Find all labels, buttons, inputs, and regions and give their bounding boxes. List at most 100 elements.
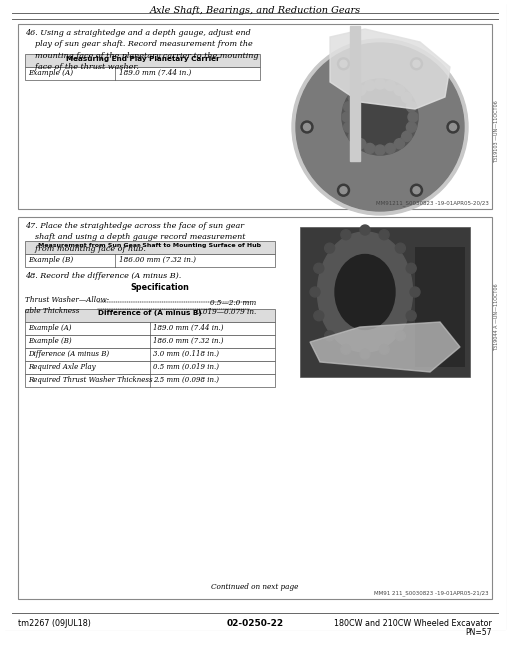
Circle shape bbox=[348, 131, 358, 141]
Text: Required Axle Play: Required Axle Play bbox=[28, 363, 96, 371]
Bar bbox=[25, 335, 274, 348]
Text: 2.5 mm (0.098 in.): 2.5 mm (0.098 in.) bbox=[153, 376, 218, 384]
Text: Thrust Washer—Allow-
able Thickness: Thrust Washer—Allow- able Thickness bbox=[25, 296, 109, 315]
Text: Example (A): Example (A) bbox=[28, 324, 71, 332]
Circle shape bbox=[384, 143, 394, 153]
Circle shape bbox=[309, 287, 319, 297]
Text: 186.00 mm (7.32 in.): 186.00 mm (7.32 in.) bbox=[119, 256, 195, 264]
Circle shape bbox=[355, 139, 365, 148]
Circle shape bbox=[359, 349, 369, 359]
Circle shape bbox=[410, 184, 421, 196]
Circle shape bbox=[401, 93, 411, 102]
Text: 189.0 mm (7.44 in.): 189.0 mm (7.44 in.) bbox=[153, 324, 223, 332]
Circle shape bbox=[313, 263, 323, 273]
Circle shape bbox=[378, 230, 388, 240]
Circle shape bbox=[324, 331, 334, 341]
Circle shape bbox=[340, 344, 350, 354]
Text: 180CW and 210CW Wheeled Excavator: 180CW and 210CW Wheeled Excavator bbox=[333, 619, 491, 628]
Circle shape bbox=[374, 79, 384, 89]
Text: Difference (A minus B): Difference (A minus B) bbox=[28, 350, 109, 358]
Text: 0.5—2.0 mm: 0.5—2.0 mm bbox=[209, 299, 256, 307]
Text: 02-0250-22: 02-0250-22 bbox=[226, 619, 283, 628]
Ellipse shape bbox=[334, 254, 394, 330]
Circle shape bbox=[342, 112, 351, 122]
Ellipse shape bbox=[317, 232, 412, 352]
Circle shape bbox=[446, 121, 458, 133]
Bar bbox=[25, 241, 274, 254]
Circle shape bbox=[337, 184, 349, 196]
Circle shape bbox=[340, 230, 350, 240]
Circle shape bbox=[406, 102, 415, 112]
Text: 0.019—0.079 in.: 0.019—0.079 in. bbox=[195, 308, 256, 316]
Text: Specification: Specification bbox=[130, 283, 189, 292]
Bar bbox=[299, 227, 469, 377]
Circle shape bbox=[401, 131, 411, 141]
Circle shape bbox=[410, 58, 421, 70]
Polygon shape bbox=[309, 322, 459, 372]
Bar bbox=[25, 348, 274, 361]
Circle shape bbox=[292, 39, 467, 215]
Bar bbox=[414, 247, 464, 367]
Circle shape bbox=[300, 121, 313, 133]
Circle shape bbox=[324, 243, 334, 253]
Circle shape bbox=[393, 139, 404, 148]
Text: Required Thrust Washer Thickness: Required Thrust Washer Thickness bbox=[28, 376, 152, 384]
Circle shape bbox=[448, 124, 456, 131]
Text: tm2267 (09JUL18): tm2267 (09JUL18) bbox=[18, 619, 91, 628]
Circle shape bbox=[295, 43, 463, 211]
Circle shape bbox=[393, 85, 404, 95]
Circle shape bbox=[394, 331, 405, 341]
Text: MM91 211_S0030823 -19-01APR05-21/23: MM91 211_S0030823 -19-01APR05-21/23 bbox=[374, 590, 488, 596]
Text: Continued on next page: Continued on next page bbox=[211, 583, 298, 591]
Text: Measurement from Sun Gear Shaft to Mounting Surface of Hub: Measurement from Sun Gear Shaft to Mount… bbox=[38, 242, 261, 248]
Bar bbox=[25, 322, 274, 335]
Circle shape bbox=[364, 81, 374, 91]
Text: 46. Using a straightedge and a depth gauge, adjust end
    play of sun gear shaf: 46. Using a straightedge and a depth gau… bbox=[25, 29, 258, 71]
Text: 186.0 mm (7.32 in.): 186.0 mm (7.32 in.) bbox=[153, 337, 223, 345]
Text: 47. Place the straightedge across the face of sun gear
    shaft and using a dep: 47. Place the straightedge across the fa… bbox=[25, 222, 245, 252]
Text: Axle Shaft, Bearings, and Reduction Gears: Axle Shaft, Bearings, and Reduction Gear… bbox=[149, 6, 360, 15]
Text: 189.0 mm (7.44 in.): 189.0 mm (7.44 in.) bbox=[119, 69, 191, 77]
Circle shape bbox=[342, 79, 417, 155]
Circle shape bbox=[351, 89, 407, 145]
Circle shape bbox=[384, 81, 394, 91]
Circle shape bbox=[355, 85, 365, 95]
Bar bbox=[18, 217, 491, 599]
Bar bbox=[25, 254, 274, 267]
Circle shape bbox=[340, 60, 346, 67]
Text: 0.5 mm (0.019 in.): 0.5 mm (0.019 in.) bbox=[153, 363, 218, 371]
Circle shape bbox=[343, 122, 353, 132]
Circle shape bbox=[313, 311, 323, 321]
Circle shape bbox=[394, 243, 405, 253]
Circle shape bbox=[374, 145, 384, 155]
Polygon shape bbox=[329, 29, 449, 109]
Text: Example (B): Example (B) bbox=[28, 256, 73, 264]
Circle shape bbox=[406, 122, 415, 132]
Circle shape bbox=[348, 93, 358, 102]
Circle shape bbox=[340, 187, 346, 194]
Circle shape bbox=[412, 187, 419, 194]
Text: Difference of (A minus B): Difference of (A minus B) bbox=[98, 311, 202, 317]
Text: 48. Record the difference (A minus B).: 48. Record the difference (A minus B). bbox=[25, 272, 181, 280]
Bar bbox=[25, 309, 274, 322]
Circle shape bbox=[337, 58, 349, 70]
Circle shape bbox=[359, 225, 369, 235]
Circle shape bbox=[364, 143, 374, 153]
Text: Measuring End Play Planetary Carrier: Measuring End Play Planetary Carrier bbox=[66, 55, 219, 62]
Bar bbox=[18, 24, 491, 209]
Text: MM91211_S0030823 -19-01APR05-20/23: MM91211_S0030823 -19-01APR05-20/23 bbox=[376, 200, 488, 206]
Circle shape bbox=[378, 344, 388, 354]
Text: T319044 A —UN—11OCT06: T319044 A —UN—11OCT06 bbox=[494, 283, 498, 351]
Text: Example (A): Example (A) bbox=[28, 69, 73, 77]
Text: Example (B): Example (B) bbox=[28, 337, 71, 345]
Bar bbox=[25, 54, 260, 67]
Circle shape bbox=[405, 263, 415, 273]
Circle shape bbox=[343, 102, 353, 112]
Circle shape bbox=[407, 112, 417, 122]
Circle shape bbox=[405, 311, 415, 321]
Circle shape bbox=[412, 60, 419, 67]
Circle shape bbox=[303, 124, 310, 131]
Text: 3.0 mm (0.118 in.): 3.0 mm (0.118 in.) bbox=[153, 350, 218, 358]
Text: T319103 —UN—11OCT06: T319103 —UN—11OCT06 bbox=[494, 101, 498, 164]
Text: PN=57: PN=57 bbox=[465, 628, 491, 637]
